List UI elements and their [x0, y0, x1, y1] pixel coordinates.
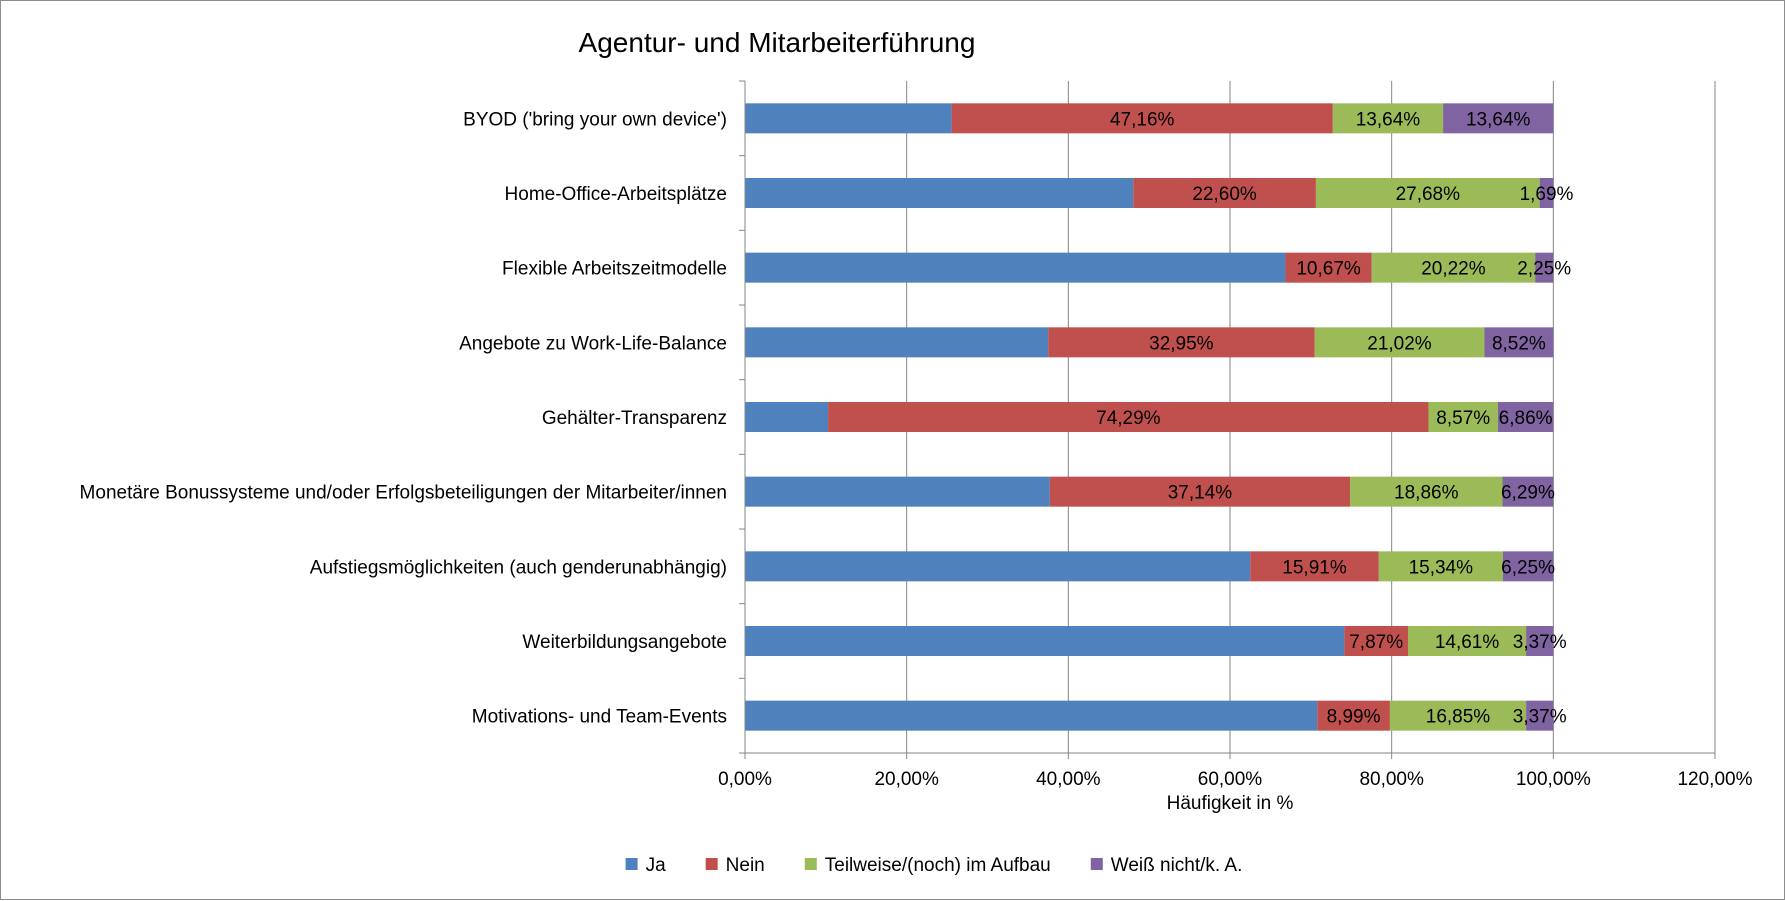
data-label: 2,25%: [1517, 259, 1571, 280]
bar-segment: [1133, 178, 1316, 208]
data-label: 47,16%: [1110, 109, 1175, 130]
bar-segment: [828, 402, 1429, 432]
data-label: 27,68%: [1396, 184, 1461, 205]
bar-segment: [1049, 476, 1351, 507]
bar-segment: [745, 103, 952, 134]
data-label: 6,25%: [1501, 557, 1555, 578]
legend-label: Nein: [726, 855, 765, 876]
legend: Ja Nein Teilweise/(noch) im Aufbau Weiß nic…: [625, 855, 1243, 876]
data-label: 1,69%: [1520, 184, 1574, 205]
data-label: 3,37%: [1513, 632, 1567, 653]
bar-segment: [1332, 103, 1444, 134]
data-label: 22,60%: [1192, 184, 1257, 205]
category-label: Angebote zu Work-Life-Balance: [459, 333, 727, 354]
bar-segment: [1502, 476, 1554, 507]
bar-segment: [951, 103, 1333, 134]
legend-swatch: [1090, 858, 1103, 870]
bar-segment: [1344, 626, 1408, 656]
category-label: Monetäre Bonussysteme und/oder Erfolgsbe…: [80, 483, 727, 504]
data-label: 20,22%: [1421, 259, 1486, 280]
x-tick-label: 100,00%: [1516, 769, 1591, 790]
legend-label: Teilweise/(noch) im Aufbau: [825, 855, 1051, 876]
data-label: 37,14%: [1168, 483, 1233, 504]
bar-segment: [1285, 252, 1372, 283]
bar-segment: [1315, 178, 1540, 208]
data-label: 15,91%: [1282, 557, 1347, 578]
x-tick-label: 20,00%: [874, 769, 939, 790]
bar-segment: [1502, 551, 1554, 582]
category-label: BYOD ('bring your own device'): [463, 109, 727, 130]
data-label: 13,64%: [1466, 109, 1531, 130]
x-axis-title: Häufigkeit in %: [1167, 793, 1294, 814]
legend-label: Ja: [646, 855, 667, 876]
category-label: Home-Office-Arbeitsplätze: [505, 184, 727, 205]
axes: 0,00% 20,00% 40,00% 60,00% 80,00% 100,00% 120,…: [80, 80, 1753, 790]
data-label: 32,95%: [1149, 333, 1214, 354]
data-label: 3,37%: [1513, 707, 1567, 728]
x-tick-label: 0,00%: [718, 769, 772, 790]
data-label: 8,52%: [1492, 333, 1546, 354]
data-label: 14,61%: [1435, 632, 1500, 653]
bar-segment: [1443, 103, 1554, 134]
data-label: 74,29%: [1096, 408, 1161, 429]
data-labels: 47,16% 13,64% 13,64% 22,60% 27,68% 1,69% 10,67…: [1096, 109, 1573, 727]
bar-segment: [745, 327, 1049, 358]
data-label: 6,29%: [1501, 483, 1555, 504]
x-tick-label: 80,00%: [1359, 769, 1424, 790]
bar-segment: [1378, 551, 1503, 582]
data-label: 6,86%: [1499, 408, 1553, 429]
bar-segment: [1350, 476, 1503, 507]
x-tick-label: 40,00%: [1036, 769, 1101, 790]
bar-segment: [1250, 551, 1379, 582]
bar-segment: [745, 402, 829, 432]
bar-segment: [745, 252, 1286, 283]
data-label: 16,85%: [1426, 707, 1491, 728]
bar-segment: [745, 551, 1251, 582]
data-label: 21,02%: [1367, 333, 1432, 354]
legend-swatch: [625, 858, 638, 870]
bars: [745, 103, 1554, 731]
category-label: Aufstiegsmöglichkeiten (auch genderunabh…: [310, 557, 727, 578]
x-tick-label: 120,00%: [1677, 769, 1752, 790]
bar-segment: [1371, 252, 1536, 283]
chart-title: Agentur- und Mitarbeiterführung: [579, 27, 976, 58]
x-tick-label: 60,00%: [1198, 769, 1263, 790]
bar-segment: [1407, 626, 1527, 656]
bar-segment: [1539, 178, 1554, 208]
data-label: 18,86%: [1394, 483, 1459, 504]
bar-segment: [1526, 626, 1554, 656]
category-label: Flexible Arbeitszeitmodelle: [502, 259, 727, 280]
bar-segment: [745, 178, 1134, 208]
bar-segment: [1535, 252, 1554, 283]
bar-segment: [1317, 700, 1390, 731]
data-label: 15,34%: [1409, 557, 1474, 578]
bar-segment: [1048, 327, 1315, 358]
category-label: Motivations- und Team-Events: [472, 707, 727, 728]
data-label: 8,99%: [1327, 707, 1381, 728]
legend-swatch: [705, 858, 718, 870]
data-label: 13,64%: [1356, 109, 1421, 130]
bar-segment: [1484, 327, 1554, 358]
bar-segment: [1497, 402, 1554, 432]
bar-segment: [1389, 700, 1527, 731]
data-label: 7,87%: [1349, 632, 1403, 653]
category-label: Weiterbildungsangebote: [522, 632, 727, 653]
bar-segment: [745, 476, 1050, 507]
bar-segment: [1526, 700, 1554, 731]
bar-segment: [745, 700, 1318, 731]
legend-swatch: [804, 858, 817, 870]
bar-segment: [1314, 327, 1485, 358]
data-label: 8,57%: [1436, 408, 1490, 429]
bar-segment: [1428, 402, 1498, 432]
legend-label: Weiß nicht/k. A.: [1111, 855, 1243, 876]
bar-segment: [745, 626, 1345, 656]
data-label: 10,67%: [1296, 259, 1361, 280]
category-label: Gehälter-Transparenz: [542, 408, 727, 429]
